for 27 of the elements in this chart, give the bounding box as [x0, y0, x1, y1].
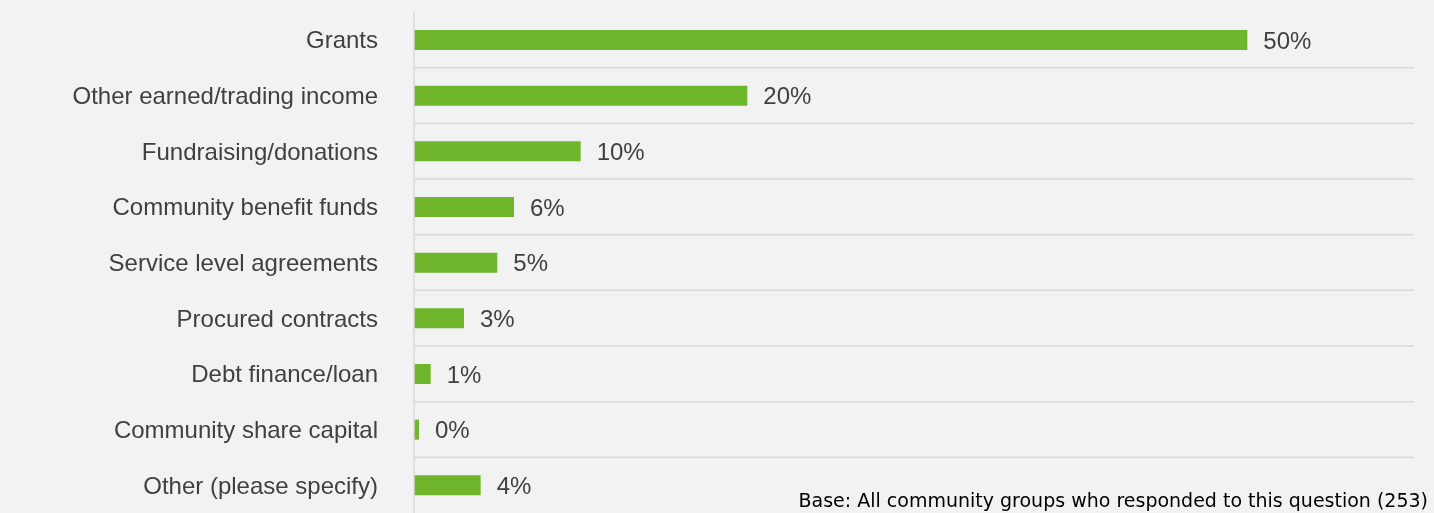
bar — [414, 85, 748, 106]
bar — [414, 252, 498, 273]
data-label: 5% — [513, 249, 549, 277]
data-label: 20% — [763, 82, 812, 110]
y-tick-label: Community benefit funds — [112, 193, 378, 221]
y-tick-label: Debt finance/loan — [191, 360, 378, 388]
y-tick-label: Fundraising/donations — [141, 137, 378, 165]
bar — [414, 30, 1248, 50]
data-label: 3% — [480, 304, 515, 332]
y-tick-label: Service level agreements — [108, 249, 378, 277]
data-label: 6% — [530, 193, 565, 221]
annotation: Base: All community groups who responded to this question (253) — [798, 489, 1428, 511]
y-tick-label: Procured contracts — [176, 304, 378, 332]
data-label: 1% — [446, 360, 482, 388]
y-tick-label: Other earned/trading income — [72, 82, 378, 110]
bar — [414, 475, 481, 496]
bar — [414, 308, 464, 329]
bar — [414, 197, 514, 217]
data-label: 10% — [596, 137, 645, 165]
y-tick-label: Grants — [305, 26, 378, 54]
data-label: 0% — [435, 416, 470, 444]
bar — [414, 141, 581, 162]
bar — [414, 364, 431, 384]
data-label: 4% — [496, 471, 532, 499]
data-label: 50% — [1263, 26, 1312, 54]
y-tick-label: Other (please specify) — [143, 471, 378, 499]
y-tick-label: Community share capital — [113, 416, 378, 444]
